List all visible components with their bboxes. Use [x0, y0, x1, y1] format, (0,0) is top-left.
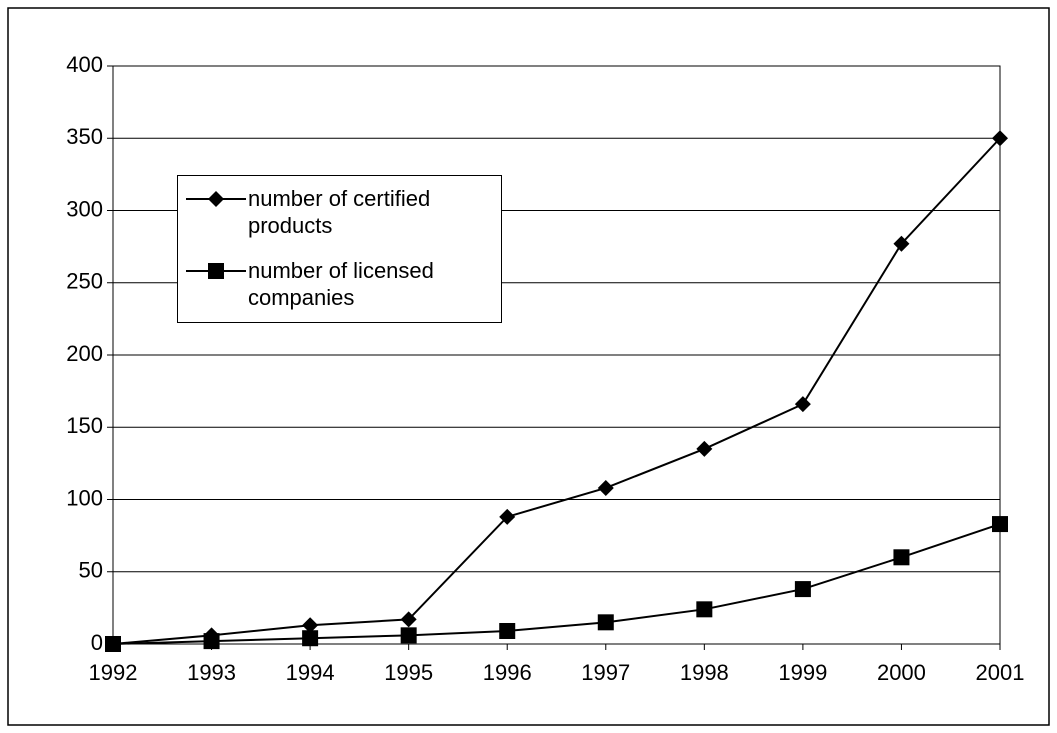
marker: [893, 235, 910, 252]
chart-border: [7, 7, 1050, 726]
marker: [203, 633, 220, 650]
x-tick-label: 1993: [187, 660, 236, 685]
marker: [208, 263, 224, 279]
y-tick-label: 300: [66, 196, 103, 221]
x-tick-label: 1998: [680, 660, 729, 685]
marker: [302, 630, 319, 647]
marker: [208, 191, 224, 207]
marker: [105, 636, 121, 652]
legend-label: number of licensed companies: [248, 258, 434, 310]
marker: [794, 396, 811, 413]
x-tick-label: 2000: [877, 660, 926, 685]
marker: [499, 508, 516, 525]
y-tick-label: 400: [66, 52, 103, 77]
y-tick-label: 50: [79, 558, 103, 583]
series-line: [112, 137, 1001, 645]
x-tick-label: 2001: [976, 660, 1025, 685]
y-tick-label: 150: [66, 413, 103, 438]
marker: [597, 479, 614, 496]
y-tick-label: 250: [66, 269, 103, 294]
y-tick-label: 350: [66, 124, 103, 149]
y-tick-label: 0: [91, 630, 103, 655]
legend: number of certified products number of li…: [177, 175, 502, 323]
x-tick-label: 1995: [384, 660, 433, 685]
marker: [696, 601, 713, 618]
y-tick-label: 100: [66, 485, 103, 510]
x-tick-label: 1999: [778, 660, 827, 685]
marker: [992, 516, 1008, 533]
legend-swatch: [186, 191, 246, 207]
marker: [597, 614, 614, 631]
marker: [499, 622, 516, 639]
x-tick-label: 1996: [483, 660, 532, 685]
legend-swatch: [186, 263, 246, 279]
marker: [400, 611, 417, 628]
x-tick-label: 1994: [286, 660, 335, 685]
marker: [302, 617, 319, 634]
x-tick-label: 1992: [89, 660, 138, 685]
series-line: [112, 523, 1001, 645]
legend-label: number of certified products: [248, 186, 431, 238]
y-tick-label: 200: [66, 341, 103, 366]
marker: [794, 581, 811, 598]
marker: [696, 440, 713, 457]
marker: [992, 130, 1008, 147]
marker: [400, 627, 417, 644]
marker: [893, 549, 910, 566]
x-tick-label: 1997: [581, 660, 630, 685]
